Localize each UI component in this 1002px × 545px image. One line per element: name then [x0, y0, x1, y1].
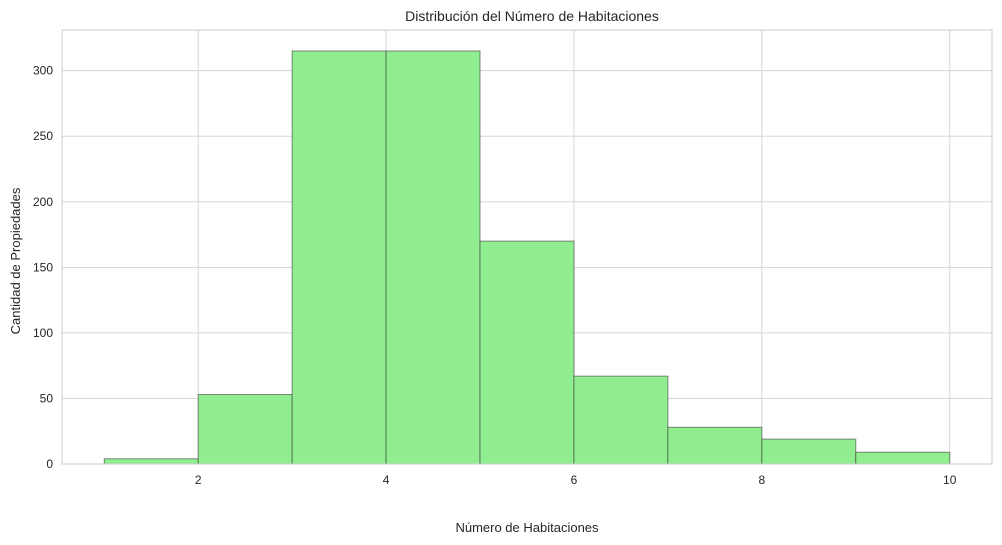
x-tick-label: 6 — [571, 473, 578, 487]
histogram-bar — [761, 438, 857, 465]
histogram-bars — [103, 50, 951, 465]
x-tick-label: 4 — [383, 473, 390, 487]
histogram-bar — [667, 426, 763, 465]
chart-title: Distribución del Número de Habitaciones — [405, 8, 659, 24]
y-tick-label: 300 — [33, 64, 53, 78]
y-tick-label: 0 — [46, 457, 53, 471]
histogram-bar — [103, 458, 199, 465]
histogram-bar — [573, 375, 669, 465]
x-tick-label: 10 — [943, 473, 957, 487]
y-tick-label: 250 — [33, 129, 53, 143]
tick-labels: 0 50 100 150 200 250 300 2 4 6 8 10 — [33, 64, 957, 487]
histogram-bar — [855, 451, 951, 465]
histogram-bar — [291, 50, 387, 465]
x-tick-label: 2 — [195, 473, 202, 487]
x-axis-label: Número de Habitaciones — [455, 520, 599, 535]
y-tick-label: 200 — [33, 195, 53, 209]
histogram-bar — [479, 240, 575, 465]
histogram-bar — [385, 50, 481, 465]
y-tick-label: 100 — [33, 326, 53, 340]
plot-frame — [61, 29, 993, 465]
histogram-bar — [197, 394, 293, 465]
x-tick-label: 8 — [759, 473, 766, 487]
y-axis-label: Cantidad de Propiedades — [8, 187, 23, 334]
y-tick-label: 50 — [40, 391, 54, 405]
y-tick-label: 150 — [33, 260, 53, 274]
